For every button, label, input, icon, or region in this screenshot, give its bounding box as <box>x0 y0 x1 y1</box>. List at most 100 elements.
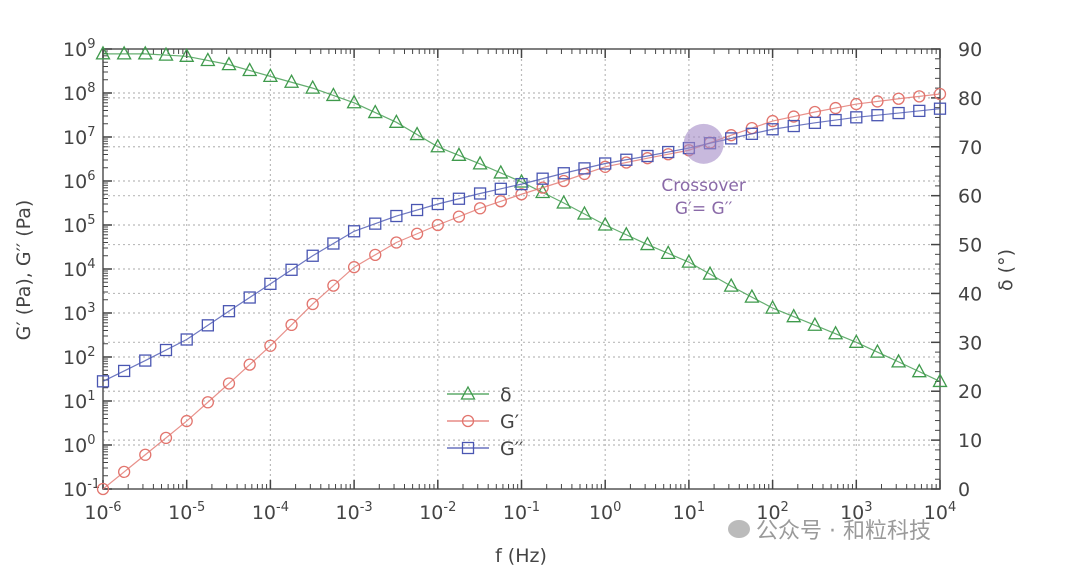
marker-square <box>96 375 110 388</box>
marker-square <box>264 277 277 290</box>
marker-circle <box>431 218 444 232</box>
crossover-equation: G′= G′′ <box>675 199 733 219</box>
y-tick-exponent: 9 <box>87 37 95 52</box>
marker-triangle <box>660 244 676 260</box>
y-tick-label: 108 <box>63 81 95 105</box>
x-tick-label: 10-2 <box>419 500 456 524</box>
marker-triangle <box>765 299 781 314</box>
x-tick-exponent: -5 <box>192 500 205 515</box>
marker-triangle <box>409 126 425 141</box>
marker-triangle <box>346 94 362 109</box>
marker-circle <box>222 377 236 390</box>
y2-tick-label: 60 <box>958 186 982 208</box>
x-tick-exponent: -2 <box>443 500 456 515</box>
marker-triangle <box>618 226 634 241</box>
marker-square <box>599 157 612 170</box>
x-tick-exponent: -1 <box>527 500 540 515</box>
x-tick-label: 100 <box>589 500 621 524</box>
marker-triangle <box>827 325 844 340</box>
marker-triangle <box>367 104 383 119</box>
marker-triangle <box>681 253 697 268</box>
crossover-highlight <box>683 123 724 164</box>
annotations: Crossover G′= G′′ <box>661 123 746 219</box>
grid <box>103 49 940 489</box>
y2-tick-label: 10 <box>958 430 982 452</box>
marker-square <box>347 225 361 238</box>
marker-triangle <box>200 52 216 67</box>
marker-square <box>473 187 487 200</box>
y-tick-exponent: 6 <box>87 169 95 184</box>
marker-triangle <box>807 316 823 331</box>
y-tick-exponent: 0 <box>87 433 95 448</box>
marker-triangle <box>744 288 760 303</box>
marker-triangle <box>262 68 278 83</box>
x-tick-exponent: -6 <box>109 500 122 515</box>
marker-triangle <box>460 385 476 400</box>
crossover-label: Crossover <box>661 176 746 196</box>
watermark-text: 公众号 · 和粒科技 <box>756 519 931 544</box>
marker-triangle <box>388 113 404 128</box>
marker-triangle <box>95 45 111 60</box>
y-tick-label: 103 <box>63 301 95 325</box>
marker-triangle <box>848 333 864 348</box>
marker-circle <box>494 195 507 208</box>
marker-square <box>410 203 424 217</box>
series-line <box>102 108 941 382</box>
marker-circle <box>96 482 110 496</box>
marker-circle <box>117 465 131 479</box>
marker-square <box>745 127 759 140</box>
y-tick-exponent: -1 <box>87 477 100 492</box>
y2-tick-label: 0 <box>958 479 970 501</box>
marker-triangle <box>158 46 174 61</box>
marker-square <box>222 305 236 318</box>
x-tick-exponent: -4 <box>276 500 289 515</box>
marker-circle <box>327 279 340 292</box>
marker-triangle <box>556 194 572 209</box>
series-line <box>103 53 941 382</box>
marker-triangle <box>869 343 886 358</box>
y-tick-label: 109 <box>63 37 95 61</box>
marker-circle <box>306 297 319 311</box>
marker-square <box>452 192 466 205</box>
marker-triangle <box>493 164 509 179</box>
marker-square <box>117 364 131 378</box>
x-tick-label: 10-4 <box>252 500 289 524</box>
marker-circle <box>369 248 382 261</box>
marker-square <box>180 333 193 346</box>
marker-square <box>808 116 822 129</box>
marker-circle <box>536 181 549 194</box>
marker-square <box>243 291 256 304</box>
legend: δ G′ G′′ <box>447 384 523 460</box>
x-tick-exponent: 0 <box>613 500 621 515</box>
series-square <box>96 102 947 388</box>
y2-tick-label: 40 <box>958 283 982 305</box>
legend-label: δ <box>500 384 512 406</box>
marker-square <box>766 123 779 136</box>
marker-square <box>390 209 403 223</box>
y2-axis-label: δ (°) <box>995 249 1017 291</box>
y-tick-label: 105 <box>63 213 95 237</box>
marker-square <box>620 153 633 166</box>
y-tick-exponent: 4 <box>87 257 95 272</box>
legend-item: δ <box>447 384 512 406</box>
y-tick-label: 101 <box>63 389 95 413</box>
marker-circle <box>159 431 173 445</box>
x-tick-label: 10-1 <box>503 500 540 524</box>
y2-tick-label: 50 <box>958 235 982 257</box>
marker-circle <box>285 318 298 332</box>
watermark: 公众号 · 和粒科技 <box>728 513 931 545</box>
marker-circle <box>787 110 800 123</box>
marker-circle <box>913 90 926 103</box>
marker-circle <box>892 92 905 105</box>
y-axis-label: G′ (Pa), G′′ (Pa) <box>13 200 35 341</box>
marker-triangle <box>786 308 802 323</box>
marker-square <box>306 249 319 262</box>
y-tick-label: 102 <box>63 345 95 369</box>
marker-circle <box>264 339 277 352</box>
marker-triangle <box>325 87 341 102</box>
marker-square <box>285 263 298 276</box>
marker-square <box>871 109 884 122</box>
marker-square <box>536 172 549 185</box>
marker-square <box>327 237 340 250</box>
marker-circle <box>933 87 947 101</box>
